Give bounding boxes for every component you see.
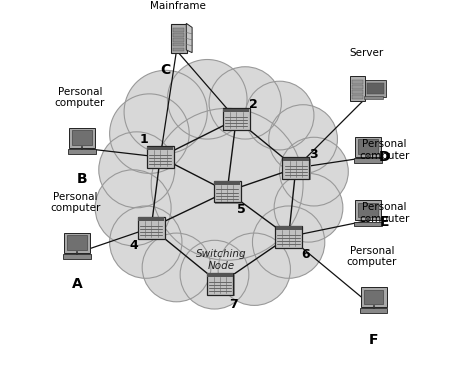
FancyBboxPatch shape xyxy=(215,182,242,204)
FancyBboxPatch shape xyxy=(275,226,302,248)
FancyBboxPatch shape xyxy=(365,81,386,97)
FancyBboxPatch shape xyxy=(138,217,164,221)
Circle shape xyxy=(109,206,182,278)
FancyBboxPatch shape xyxy=(284,159,311,180)
Text: Personal
computer: Personal computer xyxy=(359,203,410,224)
FancyBboxPatch shape xyxy=(277,227,304,249)
Circle shape xyxy=(99,132,175,208)
Text: 5: 5 xyxy=(237,203,245,216)
Text: C: C xyxy=(160,63,171,77)
FancyBboxPatch shape xyxy=(68,149,96,154)
FancyBboxPatch shape xyxy=(364,96,383,99)
FancyBboxPatch shape xyxy=(214,181,240,202)
Circle shape xyxy=(218,233,290,305)
FancyBboxPatch shape xyxy=(358,140,378,154)
Circle shape xyxy=(245,81,314,150)
Circle shape xyxy=(209,67,281,139)
Text: Switching
Node: Switching Node xyxy=(197,250,247,271)
Text: A: A xyxy=(72,277,82,291)
Text: Personal
computer: Personal computer xyxy=(50,192,100,213)
FancyBboxPatch shape xyxy=(282,157,309,179)
FancyBboxPatch shape xyxy=(350,76,365,101)
Circle shape xyxy=(279,137,348,206)
FancyBboxPatch shape xyxy=(67,235,87,250)
Text: Personal
computer: Personal computer xyxy=(359,139,410,161)
FancyBboxPatch shape xyxy=(354,222,382,226)
Text: Personal
computer: Personal computer xyxy=(55,87,105,108)
FancyBboxPatch shape xyxy=(354,158,382,163)
FancyBboxPatch shape xyxy=(207,273,233,295)
Circle shape xyxy=(252,206,325,278)
Text: 1: 1 xyxy=(139,133,149,146)
FancyBboxPatch shape xyxy=(360,308,387,313)
Circle shape xyxy=(124,70,207,154)
Text: 6: 6 xyxy=(302,248,310,261)
FancyBboxPatch shape xyxy=(173,38,184,42)
FancyBboxPatch shape xyxy=(69,128,95,148)
FancyBboxPatch shape xyxy=(358,203,378,217)
Polygon shape xyxy=(186,23,192,53)
FancyBboxPatch shape xyxy=(214,181,240,185)
FancyBboxPatch shape xyxy=(224,110,251,131)
FancyBboxPatch shape xyxy=(139,218,166,240)
FancyBboxPatch shape xyxy=(173,33,184,37)
FancyBboxPatch shape xyxy=(361,287,387,307)
FancyBboxPatch shape xyxy=(138,217,165,238)
FancyBboxPatch shape xyxy=(283,157,309,161)
Text: Mainframe: Mainframe xyxy=(150,1,206,11)
Circle shape xyxy=(269,105,337,173)
Text: Personal
computer: Personal computer xyxy=(347,246,397,267)
Circle shape xyxy=(142,233,211,302)
Text: Server: Server xyxy=(349,48,384,58)
FancyBboxPatch shape xyxy=(355,137,381,157)
Text: 4: 4 xyxy=(129,239,138,252)
Circle shape xyxy=(95,170,171,246)
FancyBboxPatch shape xyxy=(64,232,90,253)
FancyBboxPatch shape xyxy=(352,80,363,84)
Text: B: B xyxy=(77,172,87,186)
FancyBboxPatch shape xyxy=(207,273,233,277)
FancyBboxPatch shape xyxy=(364,289,384,304)
FancyBboxPatch shape xyxy=(173,48,184,51)
FancyBboxPatch shape xyxy=(147,146,174,168)
FancyBboxPatch shape xyxy=(355,200,381,220)
FancyBboxPatch shape xyxy=(173,43,184,47)
FancyBboxPatch shape xyxy=(223,109,249,112)
FancyBboxPatch shape xyxy=(72,131,92,145)
FancyBboxPatch shape xyxy=(171,23,187,53)
FancyBboxPatch shape xyxy=(352,90,363,94)
FancyBboxPatch shape xyxy=(367,84,384,94)
FancyBboxPatch shape xyxy=(223,108,249,130)
FancyBboxPatch shape xyxy=(208,274,235,296)
Circle shape xyxy=(180,240,249,309)
Circle shape xyxy=(168,60,247,139)
FancyBboxPatch shape xyxy=(352,95,363,99)
FancyBboxPatch shape xyxy=(147,147,173,150)
FancyBboxPatch shape xyxy=(149,148,175,169)
FancyBboxPatch shape xyxy=(63,254,91,259)
Text: F: F xyxy=(369,333,378,347)
FancyBboxPatch shape xyxy=(276,226,302,230)
Text: 2: 2 xyxy=(249,98,258,111)
Circle shape xyxy=(151,108,303,260)
Text: E: E xyxy=(380,215,389,229)
Text: 7: 7 xyxy=(229,298,238,311)
Text: D: D xyxy=(379,150,390,164)
Circle shape xyxy=(109,94,189,173)
Text: 3: 3 xyxy=(309,148,317,161)
FancyBboxPatch shape xyxy=(352,85,363,89)
FancyBboxPatch shape xyxy=(173,28,184,32)
Circle shape xyxy=(274,173,343,242)
